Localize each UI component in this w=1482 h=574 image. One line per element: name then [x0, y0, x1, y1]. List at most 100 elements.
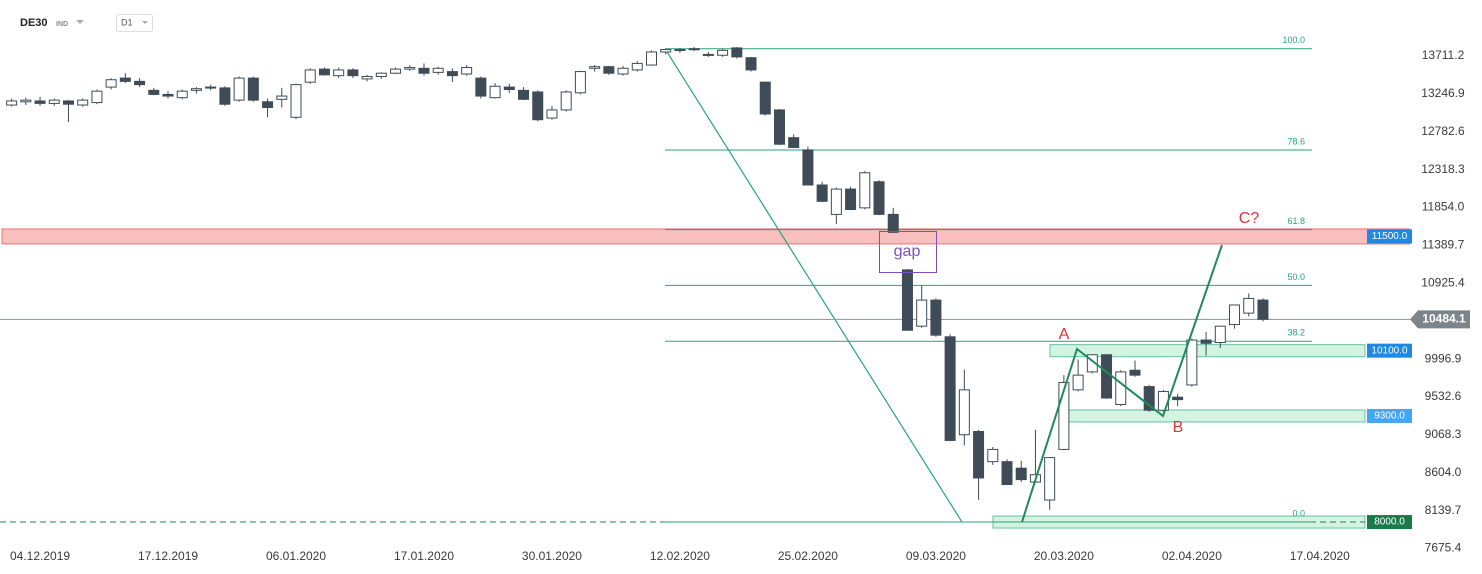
- candle-body: [574, 71, 586, 94]
- candle-body: [1072, 374, 1084, 391]
- price-tag-label: 10100.0: [1371, 345, 1408, 356]
- fib-label: 50.0: [1287, 272, 1305, 282]
- y-tick-label: 9532.6: [1425, 389, 1462, 403]
- candle-body: [560, 91, 572, 111]
- candle-body: [987, 448, 999, 463]
- fib-label: 38.2: [1287, 328, 1305, 338]
- x-tick-label: 09.03.2020: [906, 549, 966, 563]
- x-tick-label: 06.01.2020: [266, 549, 326, 563]
- candle-body: [1243, 297, 1255, 314]
- fib-label: 0.0: [1292, 508, 1305, 518]
- candle-body: [589, 66, 601, 69]
- candle-body: [162, 93, 174, 97]
- timeframe: D1: [121, 17, 133, 27]
- y-tick-label: 8139.7: [1425, 503, 1462, 517]
- y-tick-label: 13711.2: [1422, 48, 1465, 62]
- candle-body: [830, 188, 842, 215]
- y-tick-label: 13246.9: [1421, 86, 1465, 100]
- candle-body: [134, 80, 146, 86]
- price-tag-label: 11500.0: [1372, 231, 1408, 242]
- candle-body: [631, 62, 643, 71]
- candle-body: [205, 86, 217, 89]
- fib-label: 78.6: [1287, 136, 1305, 146]
- y-tick-label: 8604.0: [1425, 465, 1462, 479]
- candle-body: [176, 90, 188, 99]
- candle-body: [489, 85, 501, 99]
- candle-body: [62, 100, 74, 105]
- x-tick-label: 02.04.2020: [1162, 549, 1222, 563]
- candle-body: [233, 77, 245, 101]
- candle-body: [418, 67, 430, 74]
- x-tick-label: 17.01.2020: [394, 549, 454, 563]
- y-tick-label: 12318.3: [1421, 162, 1465, 176]
- candle-body: [432, 67, 444, 73]
- symbol-dropdown[interactable]: [76, 20, 84, 24]
- symbol: DE30: [20, 17, 48, 29]
- timeframe-box[interactable]: [116, 14, 153, 32]
- candle-body: [48, 99, 60, 104]
- candle-body: [916, 299, 928, 327]
- candle-body: [759, 81, 771, 115]
- candle-body: [119, 77, 131, 82]
- candle-body: [773, 109, 785, 145]
- zone: [1064, 409, 1366, 423]
- candle-body: [219, 87, 231, 105]
- x-tick-label: 17.12.2019: [138, 549, 198, 563]
- candle-body: [20, 99, 32, 103]
- candle-body: [1143, 386, 1155, 411]
- candle-body: [361, 75, 373, 80]
- candle-body: [1115, 371, 1127, 406]
- zone: [1049, 344, 1366, 358]
- candle-body: [603, 66, 615, 74]
- candle-body: [404, 66, 416, 70]
- x-tick-label: 17.04.2020: [1290, 549, 1350, 563]
- annotation: gap: [894, 243, 921, 260]
- candle-body: [532, 91, 544, 121]
- candle-body: [1058, 381, 1070, 450]
- candle-body: [660, 49, 672, 53]
- candle-body: [873, 181, 885, 215]
- candle-body: [105, 79, 117, 88]
- candle-body: [91, 90, 103, 104]
- candle-body: [190, 88, 202, 91]
- candle-body: [674, 49, 686, 52]
- y-tick-label: 11854.0: [1422, 200, 1465, 214]
- candle-body: [1200, 339, 1212, 344]
- x-tick-label: 12.02.2020: [650, 549, 710, 563]
- candle-body: [1001, 461, 1013, 486]
- candle-body: [688, 48, 700, 51]
- gap-box: [879, 231, 937, 273]
- candle-body: [845, 188, 857, 210]
- fib-label: 61.8: [1287, 216, 1305, 226]
- y-tick-label: 9996.9: [1425, 351, 1462, 365]
- candle-body: [745, 57, 757, 71]
- candle-body: [973, 430, 985, 479]
- candle-body: [475, 77, 487, 97]
- candle-body: [901, 269, 913, 331]
- candle-body: [887, 213, 899, 233]
- y-tick-label: 10925.4: [1421, 275, 1465, 289]
- candle-body: [859, 172, 871, 209]
- candle-body: [247, 77, 259, 101]
- candle-body: [347, 69, 359, 77]
- candle-body: [77, 99, 89, 106]
- candle-body: [944, 336, 956, 441]
- annotation: A: [1059, 326, 1070, 343]
- candle-body: [646, 51, 657, 66]
- candle-body: [1129, 369, 1141, 376]
- candle-body: [461, 66, 473, 75]
- candle-body: [1186, 339, 1198, 386]
- candle-body: [276, 95, 288, 100]
- y-tick-label: 11389.7: [1422, 238, 1465, 252]
- x-tick-label: 04.12.2019: [10, 549, 70, 563]
- candle-body: [702, 53, 714, 56]
- price-tag: [1367, 343, 1412, 358]
- annotation: C?: [1239, 210, 1260, 227]
- candle-body: [958, 389, 970, 436]
- x-tick-label: 25.02.2020: [778, 549, 838, 563]
- candle-body: [816, 184, 828, 202]
- candle-body: [34, 100, 46, 104]
- x-tick-label: 30.01.2020: [522, 549, 582, 563]
- x-tick-label: 20.03.2020: [1034, 549, 1094, 563]
- price-tag-label: 9300.0: [1374, 411, 1405, 422]
